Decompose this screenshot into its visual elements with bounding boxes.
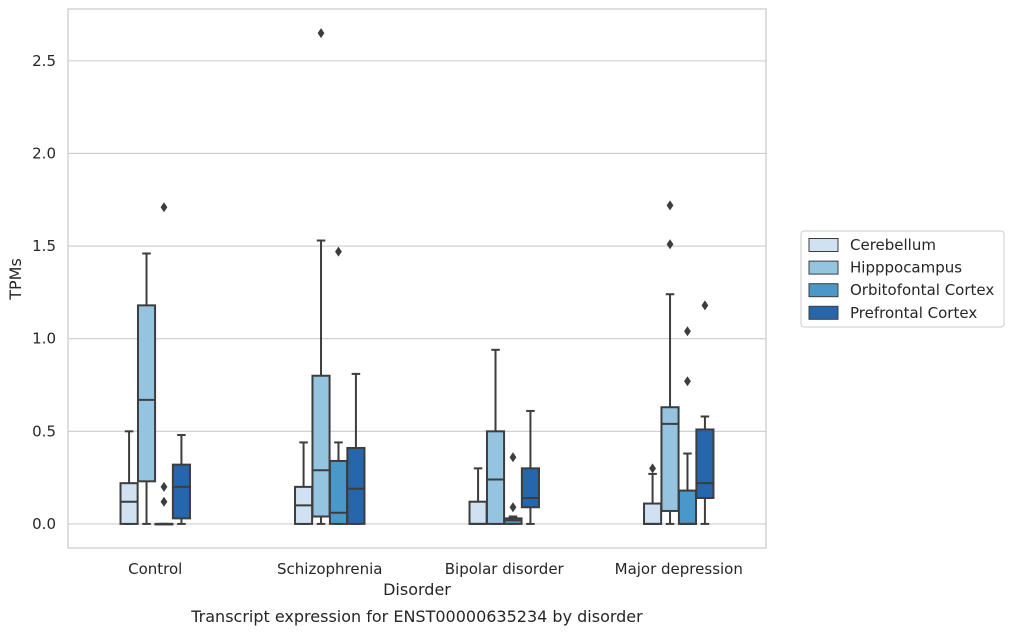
- box-iqr: [695, 428, 715, 499]
- box-iqr: [660, 406, 680, 512]
- y-axis-label: TPMs: [6, 258, 25, 301]
- box-item: [346, 372, 366, 525]
- plot-area: [67, 8, 767, 549]
- box-iqr: [328, 459, 349, 525]
- y-tick-label: 1.0: [32, 330, 56, 348]
- outlier-point: [335, 246, 342, 257]
- box-item: [643, 463, 663, 525]
- legend-swatch: [808, 260, 839, 275]
- box-item: [311, 28, 331, 525]
- box-item: [171, 434, 191, 525]
- box-iqr: [311, 374, 331, 518]
- box-item: [485, 348, 506, 525]
- box-iqr: [346, 446, 366, 525]
- box-item: [660, 200, 680, 525]
- outlier-point: [684, 326, 691, 337]
- outlier-point: [701, 300, 709, 311]
- box-item: [677, 326, 698, 525]
- box-iqr: [520, 467, 540, 509]
- box-item: [154, 202, 174, 526]
- outlier-point: [649, 463, 656, 474]
- box-item: [294, 441, 314, 525]
- x-tick-label: Control: [128, 560, 182, 578]
- series-group: [154, 202, 698, 526]
- legend-swatch: [808, 283, 839, 298]
- box-iqr: [468, 500, 488, 525]
- outlier-point: [509, 502, 517, 513]
- y-tick-label: 0.0: [32, 515, 56, 533]
- y-tick-label: 2.0: [32, 144, 56, 162]
- outlier-point: [509, 452, 517, 463]
- box-iqr: [136, 304, 157, 483]
- outlier-point: [666, 200, 674, 211]
- x-tick-label: Schizophrenia: [277, 560, 382, 578]
- y-tick-label: 0.5: [32, 422, 56, 440]
- x-tick-label: Bipolar disorder: [445, 560, 565, 578]
- box-iqr: [171, 463, 191, 520]
- box-series: [119, 28, 715, 526]
- x-tick-label: Major depression: [615, 560, 743, 578]
- x-axis-label: Disorder: [383, 580, 451, 599]
- box-item: [119, 430, 139, 525]
- legend-frame: [800, 230, 1005, 328]
- box-item: [503, 452, 523, 525]
- series-group: [171, 300, 715, 525]
- box-iqr: [677, 489, 698, 525]
- legend-label: Cerebellum: [850, 236, 936, 254]
- y-tick-labels: 0.0 0.5 1.0 1.5 2.0 2.5: [32, 52, 56, 533]
- box-iqr: [119, 482, 139, 525]
- outlier-point: [160, 202, 168, 213]
- outlier-point: [160, 481, 168, 492]
- chart-caption: Transcript expression for ENST0000063523…: [190, 607, 643, 626]
- box-iqr: [485, 430, 506, 525]
- series-group: [136, 28, 680, 525]
- outlier-point: [317, 28, 325, 39]
- box-item: [695, 300, 715, 525]
- outlier-point: [160, 496, 168, 507]
- box-item: [520, 409, 540, 525]
- legend-label: Hipppocampus: [850, 259, 962, 277]
- legend-swatch: [808, 305, 839, 320]
- legend-swatch: [808, 238, 839, 252]
- series-group: [119, 430, 663, 525]
- y-tick-label: 2.5: [32, 52, 56, 70]
- legend-label: Orbitofontal Cortex: [850, 281, 994, 299]
- outlier-point: [666, 239, 674, 250]
- legend: Cerebellum Hipppocampus Orbitofontal Corte…: [800, 230, 1005, 328]
- legend-label: Prefrontal Cortex: [850, 304, 977, 322]
- box-iqr: [643, 502, 663, 525]
- y-tick-label: 1.5: [32, 237, 56, 255]
- x-tick-labels: Control Schizophrenia Bipolar disorder Majo…: [128, 560, 743, 578]
- outlier-point: [684, 376, 691, 387]
- box-item: [136, 252, 157, 525]
